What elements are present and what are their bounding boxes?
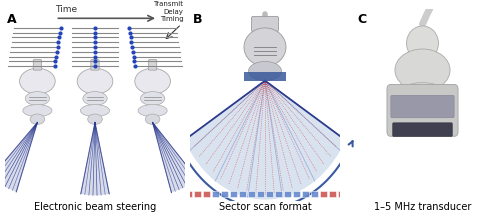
FancyBboxPatch shape bbox=[34, 60, 42, 70]
FancyBboxPatch shape bbox=[275, 191, 282, 197]
Text: S1-5: S1-5 bbox=[412, 102, 433, 111]
Ellipse shape bbox=[244, 28, 286, 66]
Ellipse shape bbox=[401, 83, 444, 102]
Ellipse shape bbox=[135, 68, 170, 94]
FancyBboxPatch shape bbox=[148, 60, 156, 70]
FancyBboxPatch shape bbox=[284, 191, 291, 197]
Ellipse shape bbox=[25, 92, 50, 106]
FancyBboxPatch shape bbox=[257, 191, 264, 197]
Ellipse shape bbox=[83, 92, 107, 106]
Text: Sector scan format: Sector scan format bbox=[218, 203, 312, 213]
FancyBboxPatch shape bbox=[293, 191, 300, 197]
FancyBboxPatch shape bbox=[338, 191, 345, 197]
Ellipse shape bbox=[138, 105, 167, 117]
Ellipse shape bbox=[140, 92, 165, 106]
FancyBboxPatch shape bbox=[311, 191, 318, 197]
FancyBboxPatch shape bbox=[203, 191, 210, 197]
Ellipse shape bbox=[406, 26, 438, 61]
FancyBboxPatch shape bbox=[302, 191, 309, 197]
Ellipse shape bbox=[23, 105, 52, 117]
Ellipse shape bbox=[88, 114, 102, 124]
FancyBboxPatch shape bbox=[320, 191, 327, 197]
Ellipse shape bbox=[248, 61, 282, 81]
Polygon shape bbox=[0, 123, 38, 192]
FancyBboxPatch shape bbox=[194, 191, 201, 197]
Ellipse shape bbox=[30, 114, 44, 124]
Ellipse shape bbox=[146, 114, 160, 124]
FancyBboxPatch shape bbox=[185, 191, 192, 197]
Ellipse shape bbox=[77, 68, 113, 94]
Polygon shape bbox=[184, 81, 346, 200]
Text: C: C bbox=[357, 13, 366, 26]
FancyBboxPatch shape bbox=[91, 60, 99, 70]
Ellipse shape bbox=[80, 105, 110, 117]
FancyBboxPatch shape bbox=[212, 191, 219, 197]
Polygon shape bbox=[152, 123, 196, 192]
Polygon shape bbox=[81, 123, 109, 195]
FancyBboxPatch shape bbox=[393, 123, 452, 136]
FancyBboxPatch shape bbox=[252, 16, 278, 32]
FancyBboxPatch shape bbox=[248, 191, 255, 197]
FancyBboxPatch shape bbox=[230, 191, 237, 197]
Text: A: A bbox=[7, 13, 16, 26]
FancyBboxPatch shape bbox=[239, 191, 246, 197]
FancyBboxPatch shape bbox=[387, 85, 458, 136]
FancyBboxPatch shape bbox=[329, 191, 336, 197]
FancyBboxPatch shape bbox=[221, 191, 228, 197]
FancyBboxPatch shape bbox=[391, 95, 454, 118]
FancyBboxPatch shape bbox=[244, 72, 286, 81]
Text: 1–5 MHz transducer: 1–5 MHz transducer bbox=[374, 203, 471, 213]
Text: Time: Time bbox=[56, 5, 78, 14]
Text: B: B bbox=[193, 13, 202, 26]
Ellipse shape bbox=[20, 68, 55, 94]
FancyBboxPatch shape bbox=[266, 191, 273, 197]
Ellipse shape bbox=[395, 49, 450, 91]
Text: Electronic beam steering: Electronic beam steering bbox=[34, 203, 156, 213]
Text: Transmit
Delay
Timing: Transmit Delay Timing bbox=[153, 1, 183, 22]
